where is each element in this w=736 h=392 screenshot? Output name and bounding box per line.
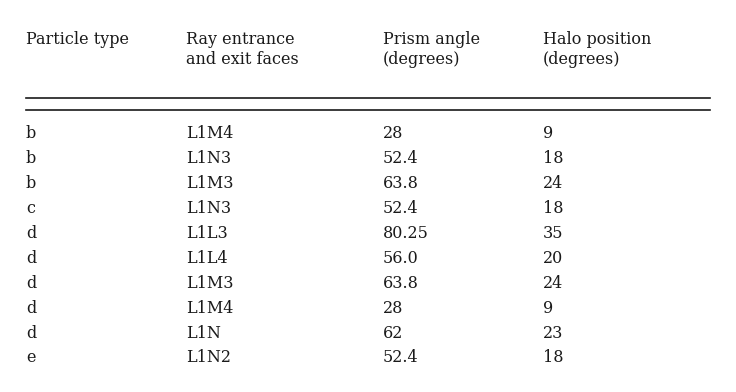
Text: 56.0: 56.0: [383, 250, 418, 267]
Text: 9: 9: [542, 125, 553, 142]
Text: L1N2: L1N2: [186, 349, 231, 367]
Text: d: d: [26, 325, 36, 341]
Text: L1M3: L1M3: [186, 275, 233, 292]
Text: 52.4: 52.4: [383, 150, 418, 167]
Text: Halo position
(degrees): Halo position (degrees): [542, 31, 651, 68]
Text: d: d: [26, 225, 36, 242]
Text: 9: 9: [542, 299, 553, 317]
Text: L1N3: L1N3: [186, 150, 231, 167]
Text: Particle type: Particle type: [26, 31, 129, 48]
Text: 23: 23: [542, 325, 563, 341]
Text: d: d: [26, 275, 36, 292]
Text: 24: 24: [542, 175, 563, 192]
Text: 18: 18: [542, 150, 563, 167]
Text: 80.25: 80.25: [383, 225, 428, 242]
Text: Prism angle
(degrees): Prism angle (degrees): [383, 31, 480, 68]
Text: 63.8: 63.8: [383, 175, 419, 192]
Text: b: b: [26, 125, 36, 142]
Text: 20: 20: [542, 250, 563, 267]
Text: 52.4: 52.4: [383, 200, 418, 217]
Text: 28: 28: [383, 299, 403, 317]
Text: Ray entrance
and exit faces: Ray entrance and exit faces: [186, 31, 299, 68]
Text: L1N3: L1N3: [186, 200, 231, 217]
Text: L1M4: L1M4: [186, 299, 233, 317]
Text: c: c: [26, 200, 35, 217]
Text: 35: 35: [542, 225, 563, 242]
Text: 63.8: 63.8: [383, 275, 419, 292]
Text: e: e: [26, 349, 35, 367]
Text: d: d: [26, 250, 36, 267]
Text: 18: 18: [542, 200, 563, 217]
Text: 62: 62: [383, 325, 403, 341]
Text: 28: 28: [383, 125, 403, 142]
Text: b: b: [26, 175, 36, 192]
Text: L1L3: L1L3: [186, 225, 228, 242]
Text: 52.4: 52.4: [383, 349, 418, 367]
Text: d: d: [26, 299, 36, 317]
Text: 18: 18: [542, 349, 563, 367]
Text: L1N: L1N: [186, 325, 221, 341]
Text: L1L4: L1L4: [186, 250, 227, 267]
Text: 24: 24: [542, 275, 563, 292]
Text: L1M3: L1M3: [186, 175, 233, 192]
Text: b: b: [26, 150, 36, 167]
Text: L1M4: L1M4: [186, 125, 233, 142]
